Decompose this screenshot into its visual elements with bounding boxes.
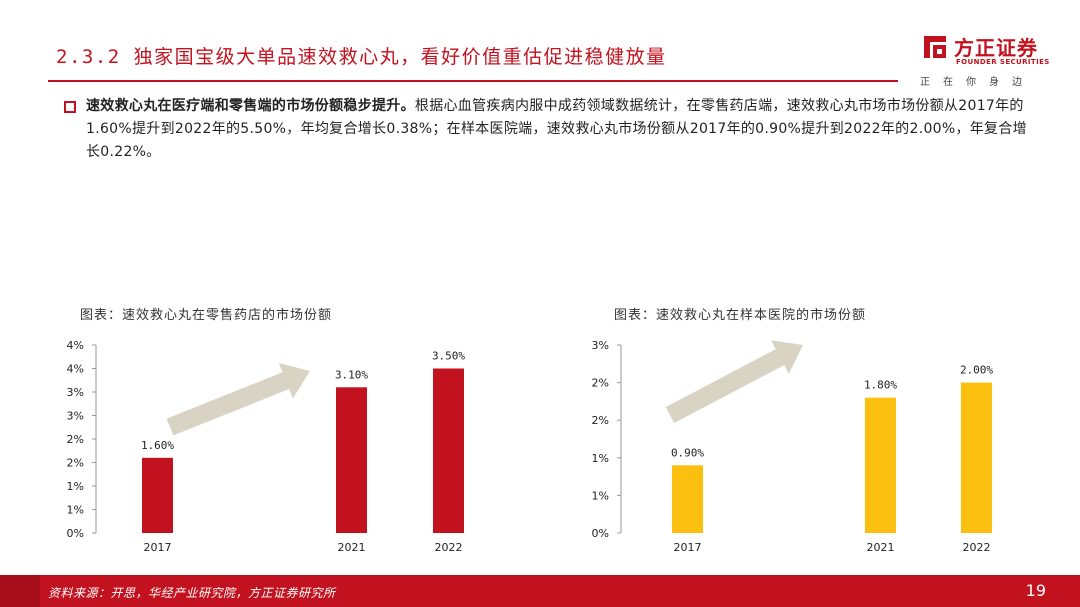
x-tick-label-2017: 2017 [674,541,702,554]
trend-arrow-icon [166,363,310,436]
x-tick-label-2021: 2021 [867,541,895,554]
logo-english-name: FOUNDER SECURITIES [956,58,1050,66]
y-tick-label: 3% [67,386,84,399]
y-tick-label: 2% [67,433,84,446]
y-tick-label: 2% [592,377,609,390]
right-chart-title: 图表：速效救心丸在样本医院的市场份额 [614,308,867,323]
y-tick-label: 4% [67,363,84,376]
header-divider [48,80,898,82]
trend-arrow-icon [665,340,803,423]
logo-chinese-name: 方正证券 [954,36,1038,60]
data-label-2017: 1.60% [141,439,174,452]
y-tick-label: 3% [592,339,609,352]
footer-stripe [0,575,40,607]
y-tick-label: 2% [592,414,609,427]
bar-2021 [865,397,896,533]
y-tick-label: 4% [67,339,84,352]
founder-logo-mark-icon [924,36,946,58]
footer-bar [0,575,1080,607]
y-tick-label: 3% [67,410,84,423]
source-note: 资料来源：开思，华经产业研究院，方正证券研究所 [48,586,336,600]
bullet-lead: 速效救心丸在医疗端和零售端的市场份额稳步提升。 [86,98,415,114]
bar-2022 [961,382,992,533]
x-tick-label-2022: 2022 [963,541,991,554]
x-tick-label-2021: 2021 [338,541,366,554]
x-tick-label-2017: 2017 [144,541,172,554]
bullet-paragraph: 速效救心丸在医疗端和零售端的市场份额稳步提升。根据心血管疾病内服中成药领域数据统… [86,95,1031,164]
retail-share-chart: 0% 1% 1% 2% 2% 3% 3% 4% 4% 1.60% 2017 3.10% 2021 3.50… [67,339,466,554]
y-tick-label: 1% [592,489,609,502]
x-tick-label-2022: 2022 [435,541,463,554]
page-title: 2.3.2 独家国宝级大单品速效救心丸，看好价值重估促进稳健放量 [56,46,667,68]
bullet-square-icon [64,101,76,113]
hospital-share-chart: 0% 1% 1% 2% 2% 3% 0.90% 2017 1.80% 2021 2.00% 2022 [592,339,994,554]
data-label-2017: 0.90% [671,446,704,459]
y-tick-label: 1% [67,480,84,493]
data-label-2022: 2.00% [960,364,993,377]
data-label-2022: 3.50% [432,350,465,363]
bullet-body: 根据心血管疾病内服中成药领域数据统计，在零售药店端，速效救心丸市场市场份额从20… [86,98,1027,160]
y-tick-label: 1% [67,504,84,517]
logo-slogan: 正在你身边 [920,77,1035,88]
y-tick-label: 0% [67,527,84,540]
brand-logo: 方正证券 FOUNDER SECURITIES 正在你身边 [920,32,1060,88]
data-label-2021: 1.80% [864,379,897,392]
bar-2017 [142,457,173,533]
y-tick-label: 2% [67,457,84,470]
bar-2022 [433,368,464,533]
bar-2017 [672,465,703,533]
y-tick-label: 1% [592,452,609,465]
left-chart-title: 图表：速效救心丸在零售药店的市场份额 [80,308,333,323]
y-tick-label: 0% [592,527,609,540]
page-number: 19 [1025,581,1046,600]
bar-2021 [336,387,367,533]
data-label-2021: 3.10% [335,368,368,381]
